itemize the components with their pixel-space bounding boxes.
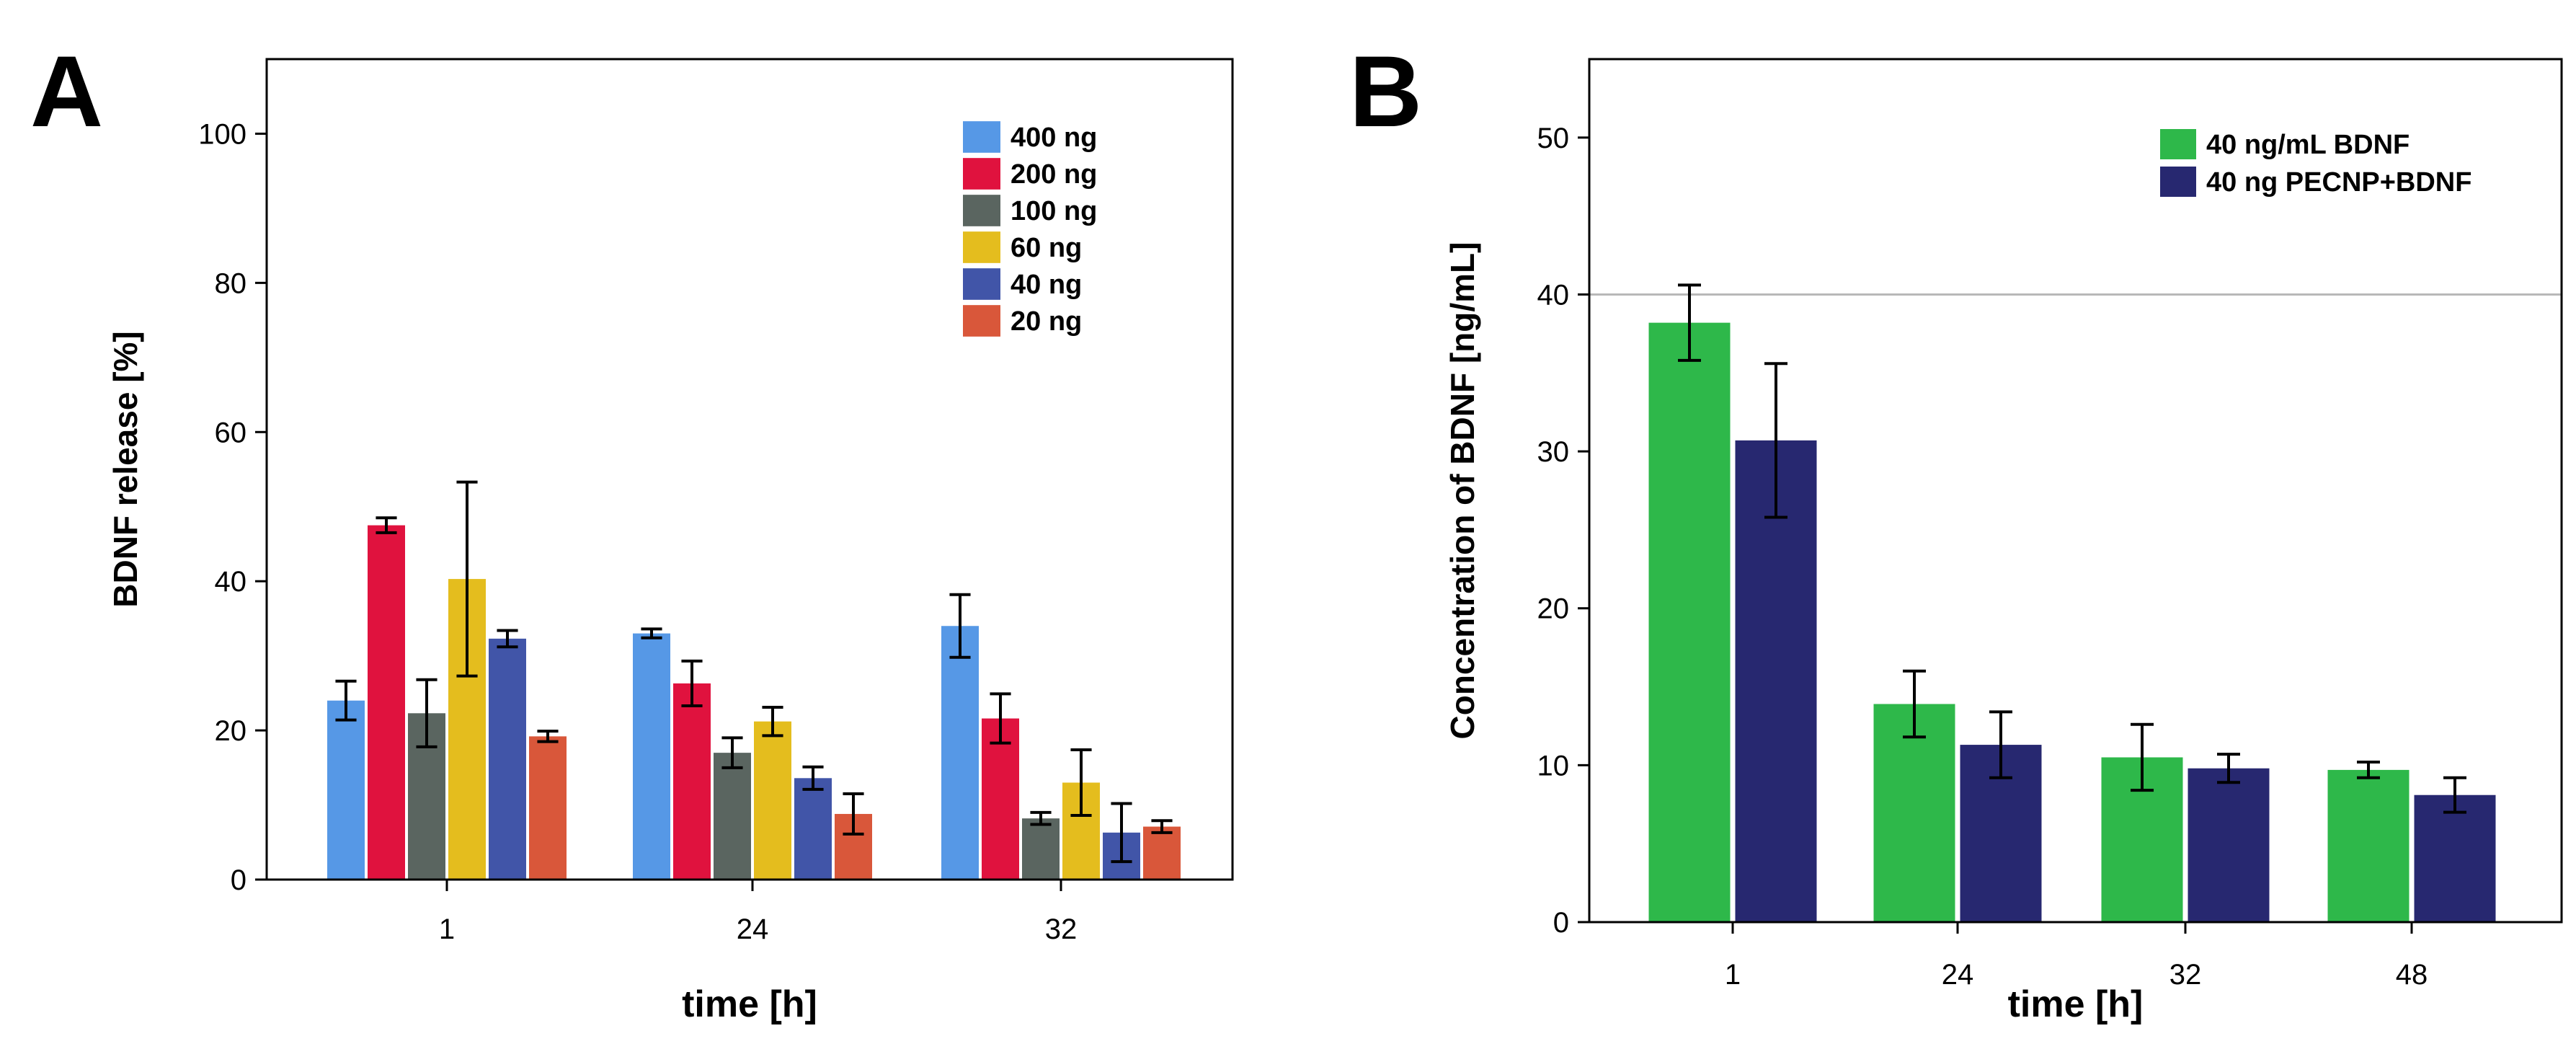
y-tick-label: 30 bbox=[1537, 436, 1570, 468]
y-tick-label: 10 bbox=[1537, 750, 1570, 782]
error-bar-40-ng-t24 bbox=[802, 765, 824, 791]
x-tick-label: 24 bbox=[1942, 959, 1974, 991]
error-bar-40-ng-pecnp-bdnf-t24 bbox=[1989, 710, 2012, 779]
error-bar-40-ng-t32 bbox=[1111, 802, 1132, 864]
bar-20-ng-t1 bbox=[529, 736, 567, 880]
y-tick-label: 40 bbox=[1537, 279, 1570, 311]
error-bar-40-ng-ml-bdnf-t1 bbox=[1678, 283, 1701, 362]
x-tick-label: 32 bbox=[1045, 913, 1078, 945]
x-tick-label: 1 bbox=[439, 913, 455, 945]
legend-swatch-40-ng-pecnp-bdnf bbox=[2160, 167, 2196, 197]
x-axis-title: time [h] bbox=[682, 983, 817, 1025]
error-bar-200-ng-t32 bbox=[990, 692, 1011, 745]
legend-swatch-100-ng bbox=[963, 195, 1000, 226]
bar-40-ng-t1 bbox=[489, 638, 526, 880]
legend-label: 100 ng bbox=[1011, 196, 1097, 226]
x-axis-title: time [h] bbox=[2008, 983, 2144, 1025]
bar-200-ng-t1 bbox=[368, 525, 405, 880]
bar-40-ng-ml-bdnf-t24 bbox=[1873, 704, 1955, 922]
legend-label: 40 ng bbox=[1011, 270, 1082, 300]
y-tick-label: 80 bbox=[215, 267, 247, 299]
error-bar-400-ng-t24 bbox=[641, 627, 662, 639]
error-bar-20-ng-t1 bbox=[537, 730, 559, 743]
bar-40-ng-ml-bdnf-t1 bbox=[1648, 322, 1731, 922]
x-tick-label: 1 bbox=[1725, 959, 1741, 991]
bar-400-ng-t24 bbox=[633, 633, 670, 880]
error-bar-20-ng-t24 bbox=[843, 792, 864, 836]
legend-label: 200 ng bbox=[1011, 159, 1097, 190]
error-bar-100-ng-t32 bbox=[1030, 810, 1052, 826]
error-bar-200-ng-t24 bbox=[681, 659, 703, 707]
error-bar-60-ng-t24 bbox=[762, 706, 783, 738]
error-bar-40-ng-pecnp-bdnf-t1 bbox=[1764, 362, 1787, 519]
x-tick-label: 48 bbox=[2396, 959, 2428, 991]
y-tick-label: 100 bbox=[198, 118, 247, 150]
bar-40-ng-pecnp-bdnf-t32 bbox=[2188, 768, 2270, 922]
bar-40-ng-pecnp-bdnf-t48 bbox=[2414, 795, 2496, 922]
error-bar-40-ng-ml-bdnf-t48 bbox=[2357, 761, 2380, 779]
bar-40-ng-ml-bdnf-t48 bbox=[2327, 769, 2410, 922]
bar-40-ng-t24 bbox=[794, 778, 832, 880]
error-bar-20-ng-t32 bbox=[1151, 819, 1173, 834]
error-bar-400-ng-t32 bbox=[949, 593, 971, 659]
x-tick-label: 24 bbox=[737, 913, 769, 945]
error-bar-40-ng-t1 bbox=[497, 629, 518, 649]
bar-200-ng-t32 bbox=[982, 718, 1019, 880]
bar-400-ng-t32 bbox=[941, 626, 979, 880]
error-bar-40-ng-pecnp-bdnf-t32 bbox=[2217, 753, 2240, 784]
legend-label: 40 ng/mL BDNF bbox=[2206, 130, 2410, 160]
error-bar-100-ng-t1 bbox=[416, 678, 438, 748]
bar-60-ng-t24 bbox=[754, 721, 791, 880]
y-tick-label: 50 bbox=[1537, 123, 1570, 154]
legend-swatch-40-ng bbox=[963, 268, 1000, 300]
y-axis-title: Concentration of BDNF [ng/mL] bbox=[1444, 242, 1481, 740]
error-bar-60-ng-t1 bbox=[456, 480, 478, 678]
y-tick-label: 0 bbox=[1553, 907, 1569, 939]
error-bar-40-ng-ml-bdnf-t24 bbox=[1903, 669, 1926, 739]
bar-100-ng-t24 bbox=[714, 753, 751, 880]
y-tick-label: 40 bbox=[215, 566, 247, 598]
bar-100-ng-t32 bbox=[1022, 818, 1060, 880]
bar-40-ng-pecnp-bdnf-t1 bbox=[1735, 440, 1817, 922]
error-bar-60-ng-t32 bbox=[1070, 748, 1092, 818]
bar-200-ng-t24 bbox=[673, 683, 711, 880]
x-tick-label: 32 bbox=[2169, 959, 2202, 991]
bar-20-ng-t32 bbox=[1143, 826, 1181, 880]
y-tick-label: 60 bbox=[215, 417, 247, 448]
legend-swatch-20-ng bbox=[963, 305, 1000, 337]
legend-swatch-200-ng bbox=[963, 158, 1000, 190]
y-tick-label: 20 bbox=[1537, 593, 1570, 625]
axes-frame bbox=[1588, 58, 2563, 924]
error-bar-40-ng-pecnp-bdnf-t48 bbox=[2443, 776, 2466, 814]
legend-label: 40 ng PECNP+BDNF bbox=[2206, 167, 2471, 198]
error-bar-200-ng-t1 bbox=[376, 516, 397, 534]
legend-swatch-40-ng-ml-bdnf bbox=[2160, 129, 2196, 159]
axes-frame bbox=[265, 58, 1234, 881]
error-bar-400-ng-t1 bbox=[335, 679, 357, 722]
error-bar-100-ng-t24 bbox=[721, 736, 743, 769]
y-axis-title: BDNF release [%] bbox=[107, 331, 144, 607]
legend-label: 20 ng bbox=[1011, 306, 1082, 337]
panel-label: A bbox=[30, 35, 103, 148]
legend-label: 400 ng bbox=[1011, 123, 1097, 153]
legend-swatch-60-ng bbox=[963, 231, 1000, 263]
panel-label: B bbox=[1349, 35, 1422, 148]
legend-swatch-400-ng bbox=[963, 121, 1000, 153]
legend-label: 60 ng bbox=[1011, 233, 1082, 263]
bar-400-ng-t1 bbox=[327, 700, 365, 880]
y-tick-label: 0 bbox=[231, 864, 247, 896]
y-tick-label: 20 bbox=[215, 715, 247, 747]
error-bar-40-ng-ml-bdnf-t32 bbox=[2131, 722, 2154, 792]
